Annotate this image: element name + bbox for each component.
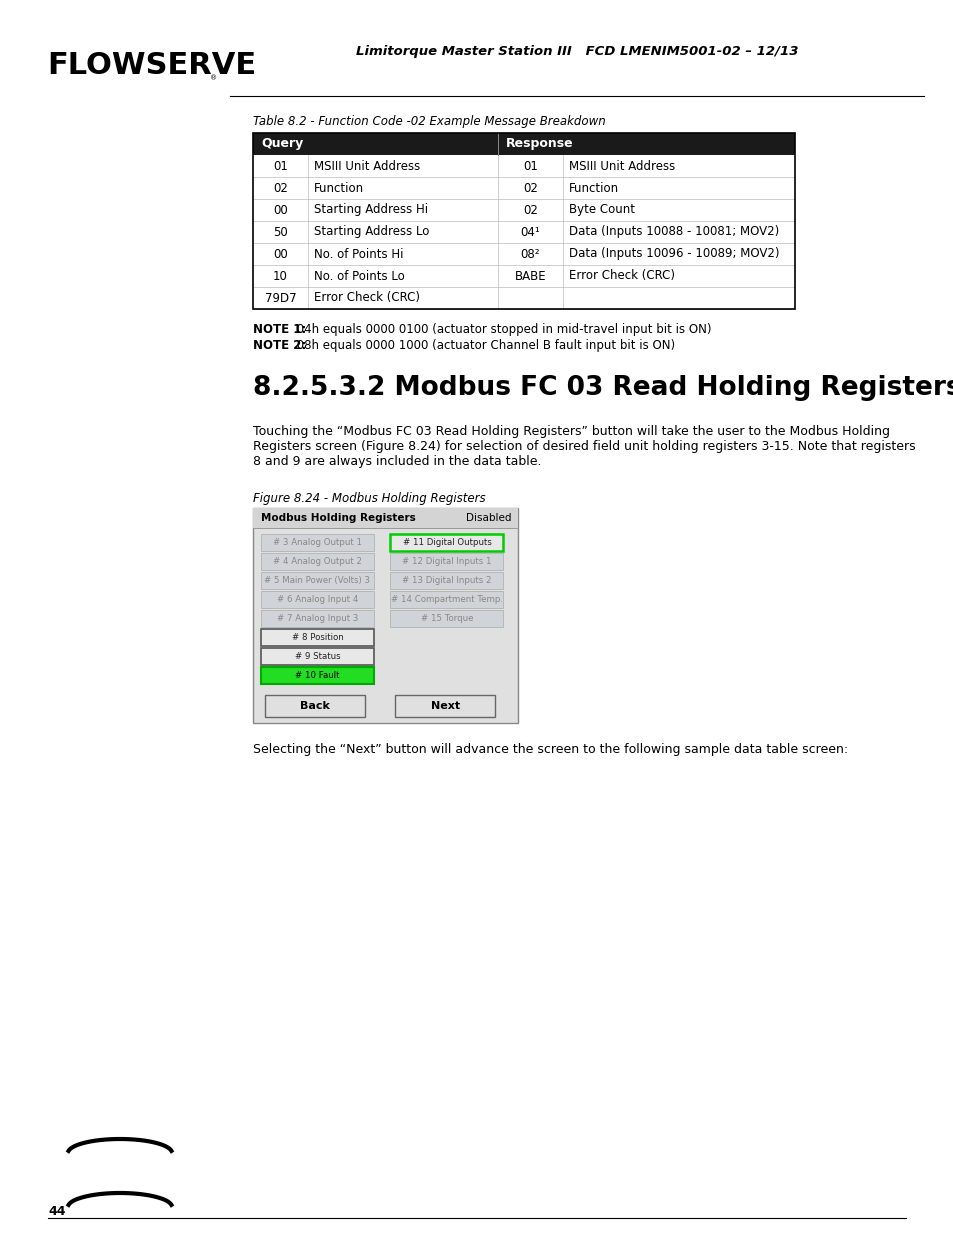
Bar	[261, 553, 374, 571]
Text: # 5 Main Power (Volts) 3: # 5 Main Power (Volts) 3	[264, 576, 370, 585]
Text: 8 and 9 are always included in the data table.: 8 and 9 are always included in the data …	[253, 454, 541, 468]
Text: Limitorque Master Station III   FCD LMENIM5001-02 – 12/13: Limitorque Master Station III FCD LMENIM…	[355, 46, 798, 58]
Bar	[261, 629, 374, 646]
Text: Table 8.2 - Function Code -02 Example Message Breakdown: Table 8.2 - Function Code -02 Example Me…	[253, 115, 605, 128]
Text: Data (Inputs 10096 - 10089; MOV2): Data (Inputs 10096 - 10089; MOV2)	[568, 247, 779, 261]
Text: Function: Function	[568, 182, 618, 194]
Text: Registers screen (Figure 8.24) for selection of desired field unit holding regis: Registers screen (Figure 8.24) for selec…	[253, 440, 915, 453]
Text: NOTE 1:: NOTE 1:	[253, 324, 306, 336]
Bar	[261, 572, 374, 589]
Text: 02: 02	[273, 182, 288, 194]
Bar	[253, 177, 794, 199]
Text: Data (Inputs 10088 - 10081; MOV2): Data (Inputs 10088 - 10081; MOV2)	[568, 226, 779, 238]
Text: # 6 Analog Input 4: # 6 Analog Input 4	[276, 595, 357, 604]
Bar	[261, 592, 374, 608]
Text: NOTE 2:: NOTE 2:	[253, 338, 306, 352]
Text: 00: 00	[273, 247, 288, 261]
Text: Response: Response	[505, 137, 573, 151]
Bar	[261, 667, 374, 684]
Text: 10: 10	[273, 269, 288, 283]
Text: 08²: 08²	[520, 247, 539, 261]
Bar	[390, 592, 503, 608]
Bar	[395, 695, 495, 718]
Text: 79D7: 79D7	[264, 291, 296, 305]
Bar	[253, 243, 794, 266]
Text: 01: 01	[522, 159, 537, 173]
Text: # 9 Status: # 9 Status	[294, 652, 340, 661]
Text: MSIII Unit Address: MSIII Unit Address	[314, 159, 420, 173]
Text: Touching the “Modbus FC 03 Read Holding Registers” button will take the user to : Touching the “Modbus FC 03 Read Holding …	[253, 425, 889, 438]
Text: # 11 Digital Outputs: # 11 Digital Outputs	[402, 538, 491, 547]
Text: Next: Next	[431, 701, 459, 711]
Text: # 14 Compartment Temp.: # 14 Compartment Temp.	[391, 595, 502, 604]
Text: Error Check (CRC): Error Check (CRC)	[314, 291, 419, 305]
Bar	[253, 156, 794, 177]
Bar	[253, 508, 517, 529]
Text: Back: Back	[300, 701, 330, 711]
Text: Selecting the “Next” button will advance the screen to the following sample data: Selecting the “Next” button will advance…	[253, 743, 847, 756]
Text: Byte Count: Byte Count	[568, 204, 635, 216]
Text: BABE: BABE	[515, 269, 546, 283]
Text: MSIII Unit Address: MSIII Unit Address	[568, 159, 675, 173]
Bar	[253, 287, 794, 309]
Bar	[261, 610, 374, 627]
Bar	[253, 266, 794, 287]
Text: Modbus Holding Registers: Modbus Holding Registers	[261, 513, 416, 522]
Text: Starting Address Lo: Starting Address Lo	[314, 226, 429, 238]
Text: 44: 44	[48, 1205, 66, 1218]
Text: 8.2.5.3.2 Modbus FC 03 Read Holding Registers: 8.2.5.3.2 Modbus FC 03 Read Holding Regi…	[253, 375, 953, 401]
Text: Figure 8.24 - Modbus Holding Registers: Figure 8.24 - Modbus Holding Registers	[253, 492, 485, 505]
Text: 02: 02	[522, 182, 537, 194]
Text: Query: Query	[261, 137, 303, 151]
Text: ®: ®	[210, 75, 217, 82]
Bar	[265, 695, 365, 718]
Text: 01: 01	[273, 159, 288, 173]
Bar	[390, 553, 503, 571]
Text: FLOWSERVE: FLOWSERVE	[47, 52, 255, 80]
Bar	[261, 648, 374, 664]
Bar	[253, 199, 794, 221]
Bar	[390, 610, 503, 627]
Text: No. of Points Hi: No. of Points Hi	[314, 247, 403, 261]
Text: # 7 Analog Input 3: # 7 Analog Input 3	[276, 614, 357, 622]
Text: Disabled: Disabled	[466, 513, 512, 522]
Text: # 10 Fault: # 10 Fault	[294, 671, 339, 680]
Bar	[390, 572, 503, 589]
Text: No. of Points Lo: No. of Points Lo	[314, 269, 404, 283]
Text: 08h equals 0000 1000 (actuator Channel B fault input bit is ON): 08h equals 0000 1000 (actuator Channel B…	[293, 338, 675, 352]
Text: Error Check (CRC): Error Check (CRC)	[568, 269, 675, 283]
Bar	[390, 534, 503, 551]
Bar	[253, 133, 794, 309]
Text: # 3 Analog Output 1: # 3 Analog Output 1	[273, 538, 361, 547]
Text: 00: 00	[273, 204, 288, 216]
Bar	[253, 508, 517, 722]
Bar	[253, 133, 794, 156]
Text: # 15 Torque: # 15 Torque	[420, 614, 473, 622]
Bar	[253, 221, 794, 243]
Text: 04h equals 0000 0100 (actuator stopped in mid-travel input bit is ON): 04h equals 0000 0100 (actuator stopped i…	[293, 324, 711, 336]
Bar	[261, 534, 374, 551]
Text: 50: 50	[273, 226, 288, 238]
Text: Starting Address Hi: Starting Address Hi	[314, 204, 428, 216]
Text: # 12 Digital Inputs 1: # 12 Digital Inputs 1	[402, 557, 491, 566]
Text: # 4 Analog Output 2: # 4 Analog Output 2	[273, 557, 361, 566]
Text: 04¹: 04¹	[520, 226, 539, 238]
Text: 02: 02	[522, 204, 537, 216]
Text: # 8 Position: # 8 Position	[292, 634, 343, 642]
Text: # 13 Digital Inputs 2: # 13 Digital Inputs 2	[402, 576, 491, 585]
Text: Function: Function	[314, 182, 364, 194]
